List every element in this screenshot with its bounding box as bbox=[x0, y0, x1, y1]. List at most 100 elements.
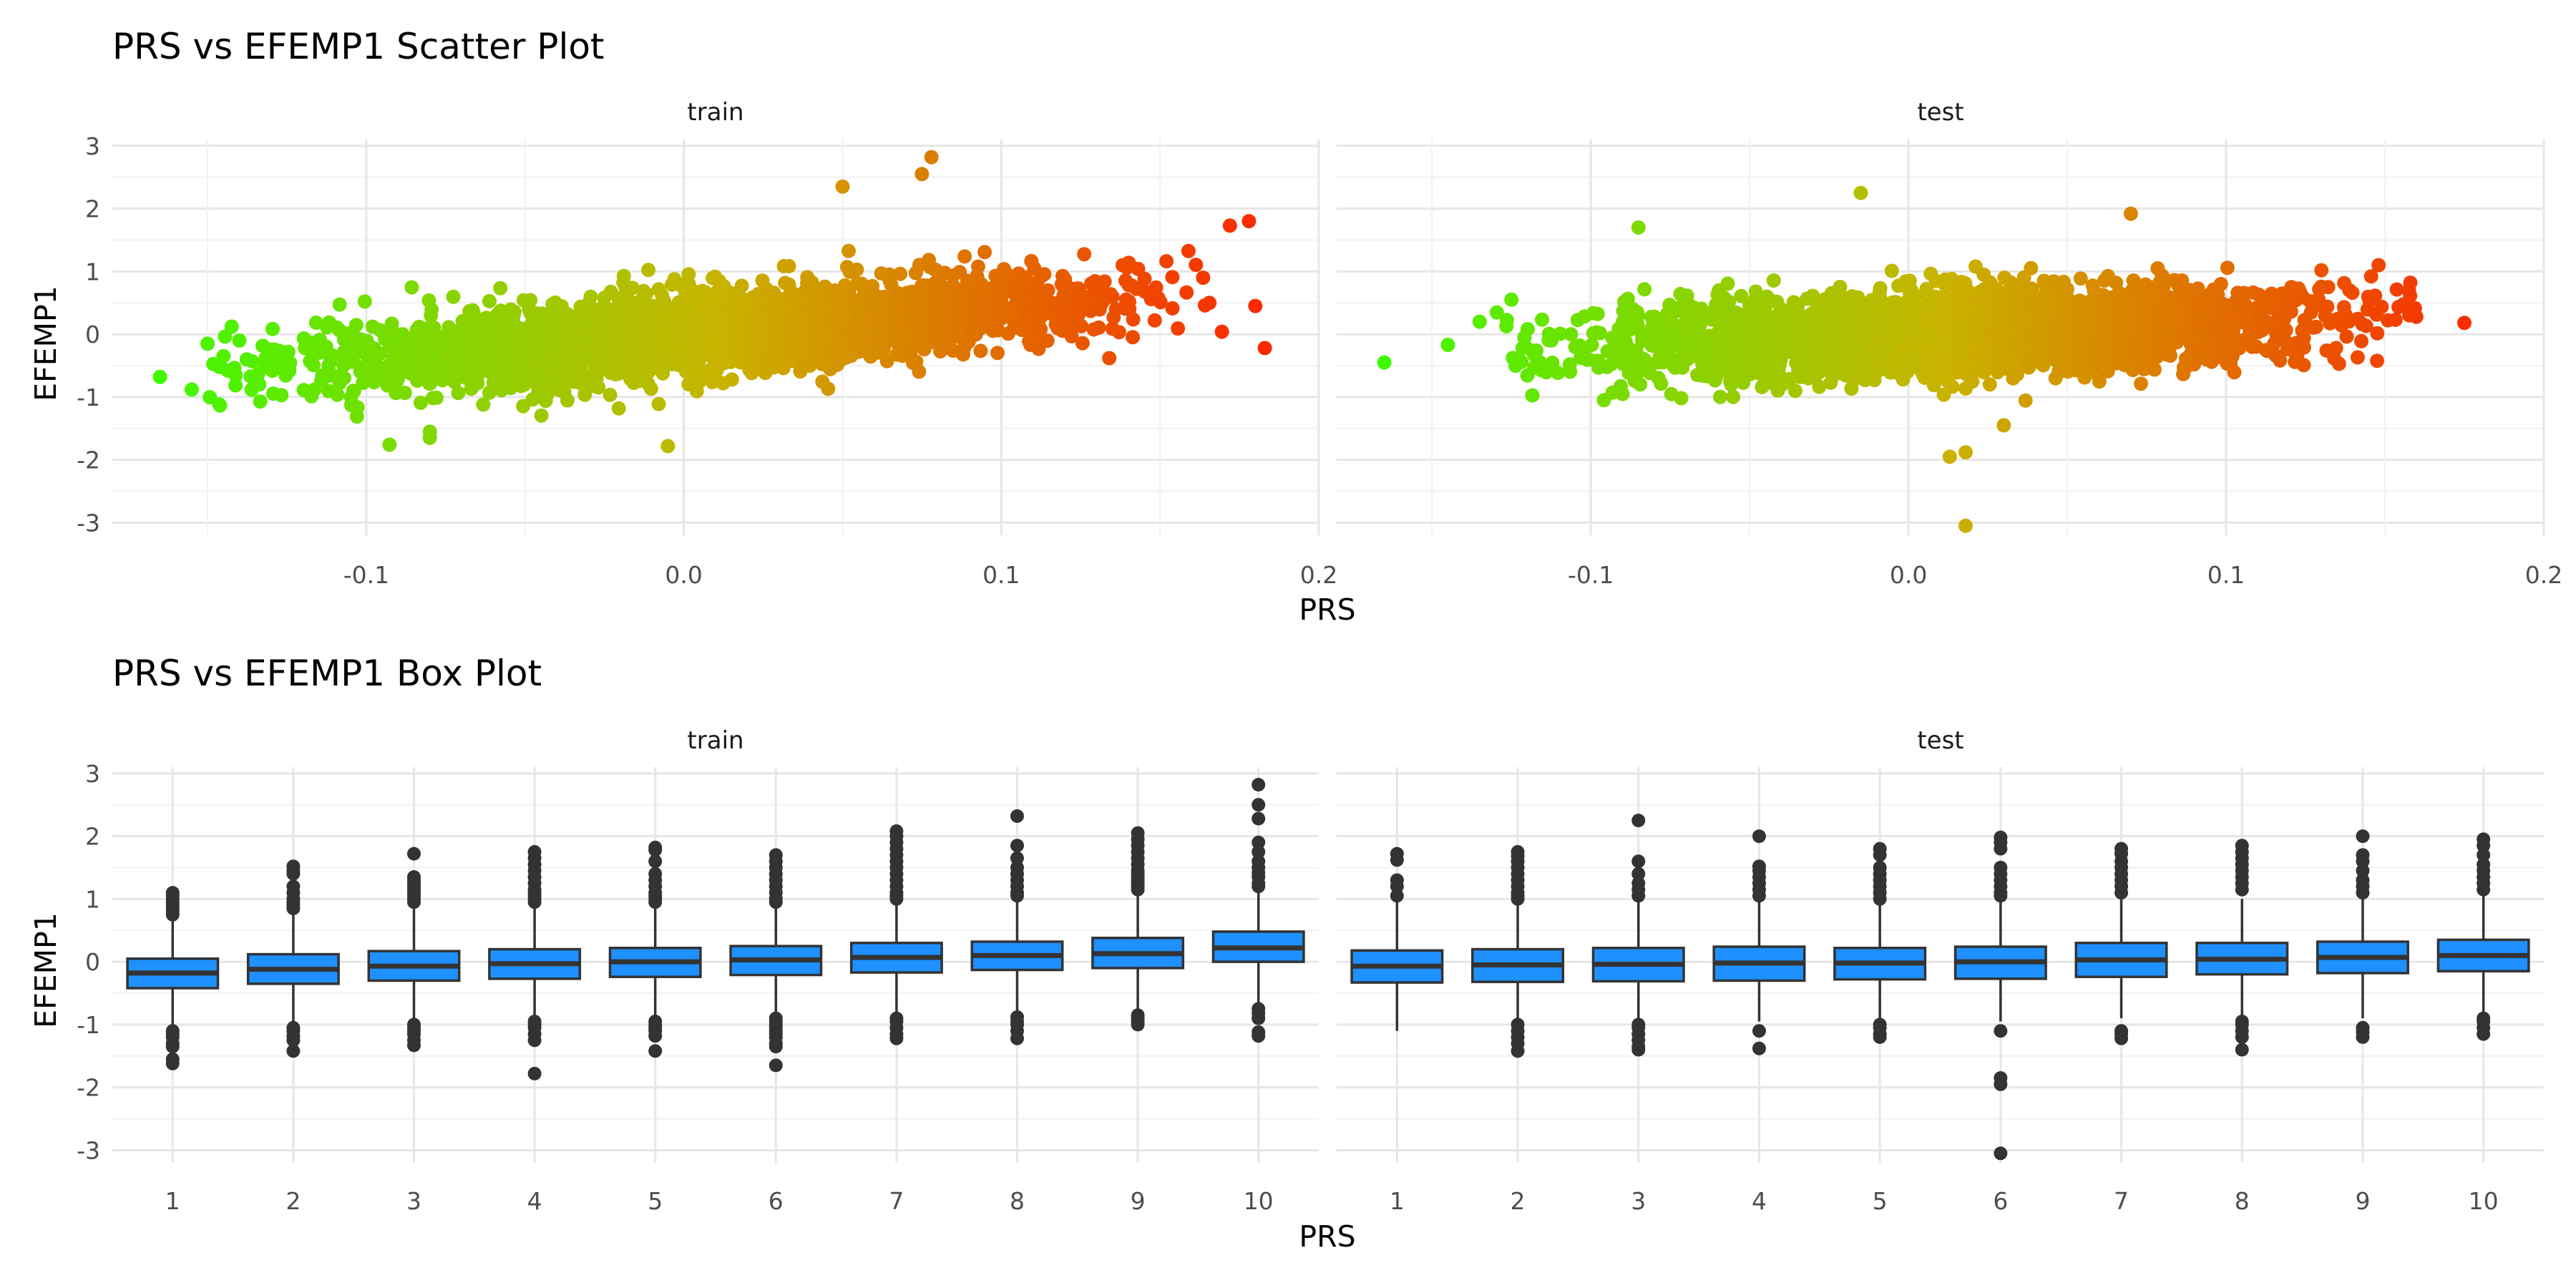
scatter-point bbox=[602, 387, 618, 402]
scatter-point bbox=[325, 348, 340, 363]
scatter-point bbox=[841, 331, 857, 346]
scatter-point bbox=[977, 245, 992, 260]
scatter-point bbox=[1936, 387, 1951, 402]
scatter-point bbox=[807, 346, 822, 361]
scatter-point bbox=[1131, 261, 1146, 276]
scatter-point bbox=[736, 351, 751, 366]
scatter-point bbox=[354, 366, 369, 381]
scatter-point bbox=[889, 347, 904, 362]
scatter-point bbox=[2288, 354, 2303, 369]
scatter-point bbox=[390, 327, 405, 342]
scatter-point bbox=[2320, 299, 2335, 314]
scatter-point bbox=[863, 287, 878, 301]
scatter-point bbox=[845, 263, 860, 278]
scatter-point bbox=[308, 315, 323, 330]
scatter-point bbox=[203, 390, 218, 405]
scatter-point bbox=[583, 289, 598, 304]
scatter-point bbox=[549, 308, 564, 323]
scatter-point bbox=[1147, 313, 1162, 328]
scatter-point bbox=[893, 266, 908, 281]
scatter-point bbox=[1637, 282, 1652, 297]
scatter-point bbox=[1159, 254, 1174, 269]
scatter-point bbox=[911, 314, 926, 329]
scatter-point bbox=[584, 301, 599, 316]
scatter-point bbox=[393, 342, 408, 357]
scatter-point bbox=[1577, 309, 1592, 324]
scatter-point bbox=[835, 179, 850, 194]
scatter-point bbox=[1126, 330, 1140, 345]
scatter-point bbox=[604, 351, 619, 366]
scatter-point bbox=[1043, 296, 1058, 311]
scatter-point bbox=[680, 304, 695, 319]
scatter-point bbox=[184, 382, 199, 397]
scatter-point bbox=[751, 318, 766, 333]
scatter-point bbox=[343, 398, 358, 413]
scatter-point bbox=[244, 382, 259, 397]
scatter-point bbox=[494, 336, 509, 351]
scatter-point bbox=[781, 277, 796, 292]
scatter-point bbox=[278, 368, 293, 383]
scatter-point bbox=[877, 303, 892, 318]
scatter-point bbox=[781, 324, 796, 339]
scatter-point bbox=[1654, 376, 1669, 391]
scatter-point bbox=[1923, 266, 1938, 281]
scatter-point bbox=[200, 336, 215, 351]
scatter-point bbox=[889, 290, 904, 305]
scatter-point bbox=[874, 266, 889, 281]
scatter-point bbox=[600, 339, 615, 353]
scatter-point bbox=[781, 258, 796, 273]
x-tick-label: -0.1 bbox=[343, 561, 389, 589]
x-tick-labels: -0.1 0.0 0.1 0.2 bbox=[343, 561, 1337, 589]
scatter-point bbox=[2137, 361, 2152, 376]
scatter-point bbox=[540, 318, 555, 333]
scatter-point bbox=[1075, 336, 1090, 351]
scatter-point bbox=[1129, 281, 1144, 296]
scatter-point bbox=[1019, 311, 1034, 326]
scatter-point bbox=[423, 376, 438, 391]
scatter-point bbox=[530, 306, 545, 321]
scatter-point bbox=[1222, 218, 1237, 233]
scatter-point bbox=[378, 331, 392, 346]
scatter-point bbox=[981, 305, 996, 320]
scatter-point bbox=[389, 386, 404, 401]
scatter-point bbox=[734, 335, 749, 350]
scatter-point bbox=[997, 285, 1013, 300]
scatter-point bbox=[475, 336, 489, 350]
scatter-point bbox=[339, 342, 354, 357]
scatter-point bbox=[2263, 289, 2278, 304]
scatter-point bbox=[1105, 321, 1120, 336]
scatter-point bbox=[2253, 311, 2268, 326]
scatter-point bbox=[815, 374, 830, 389]
scatter-points bbox=[152, 150, 1272, 454]
scatter-point bbox=[689, 384, 704, 399]
scatter-point bbox=[2312, 282, 2327, 297]
scatter-point bbox=[1064, 328, 1079, 343]
scatter-point bbox=[421, 339, 436, 354]
scatter-point bbox=[707, 315, 722, 330]
scatter-point bbox=[1092, 302, 1107, 317]
scatter-point bbox=[923, 260, 938, 275]
scatter-point bbox=[758, 301, 773, 316]
scatter-point bbox=[516, 399, 531, 414]
scatter-point bbox=[545, 297, 560, 312]
scatter-point bbox=[1165, 270, 1180, 285]
scatter-point bbox=[1086, 322, 1101, 337]
scatter-point bbox=[678, 364, 693, 379]
scatter-point bbox=[1882, 306, 1897, 321]
scatter-point bbox=[1815, 353, 1830, 368]
scatter-point bbox=[904, 343, 919, 358]
scatter-point bbox=[332, 297, 347, 312]
scatter-point bbox=[1248, 298, 1263, 313]
scatter-point bbox=[914, 167, 930, 182]
scatter-point bbox=[310, 343, 325, 358]
scatter-point bbox=[622, 304, 637, 319]
scatter-point bbox=[705, 375, 720, 389]
scatter-point bbox=[1589, 353, 1603, 369]
scatter-point bbox=[904, 296, 919, 311]
scatter-point bbox=[641, 263, 656, 278]
scatter-point bbox=[560, 307, 575, 322]
scatter-point bbox=[811, 315, 826, 330]
scatter-point bbox=[935, 304, 950, 319]
strip-label-train: train bbox=[687, 98, 743, 127]
